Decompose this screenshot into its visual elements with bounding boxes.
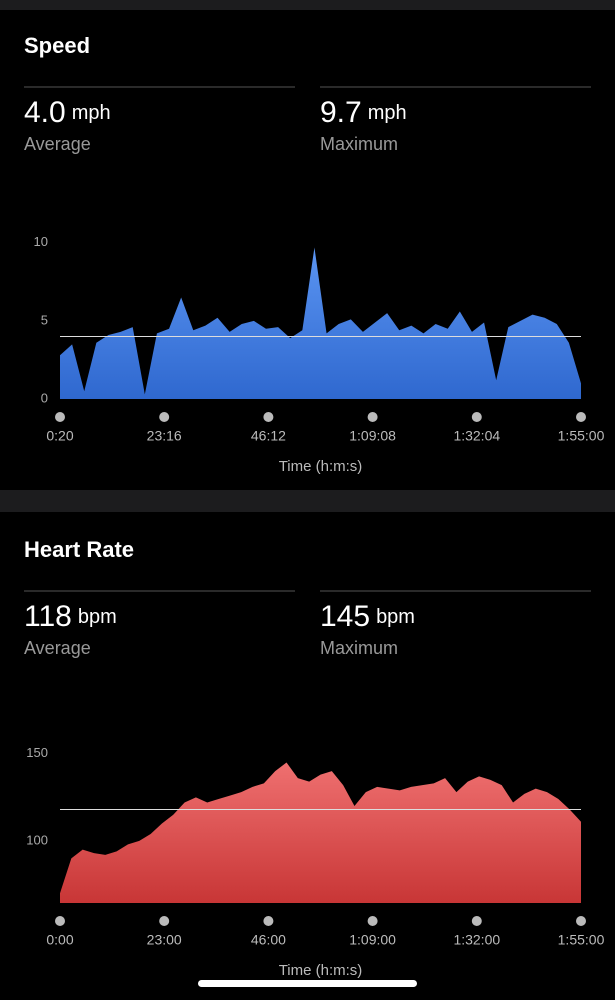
x-tick-dot: [471, 412, 482, 422]
y-tick-label: 10: [34, 234, 48, 249]
section-title: Heart Rate: [24, 537, 134, 562]
y-tick-label: 5: [41, 312, 48, 327]
x-tick-dot: [367, 412, 378, 422]
x-tick-label: 1:55:00: [558, 932, 605, 948]
x-tick-dot: [159, 412, 170, 422]
x-tick-dot: [576, 916, 586, 926]
x-tick-label: 1:09:00: [349, 932, 396, 948]
stat-value: 9.7: [320, 96, 362, 129]
separator: [0, 490, 615, 512]
stat-value: 145: [320, 600, 370, 633]
x-tick-label: 23:00: [147, 932, 182, 948]
x-tick-dot: [159, 916, 170, 926]
section-title: Speed: [24, 33, 90, 58]
x-tick-label: 1:32:00: [453, 932, 500, 948]
x-tick-label: 23:16: [147, 428, 182, 444]
x-tick-label: 1:09:08: [349, 428, 396, 444]
y-tick-label: 150: [26, 745, 48, 760]
x-tick-label: 0:20: [46, 428, 73, 444]
stat-label: Maximum: [320, 134, 398, 154]
y-tick-label: 0: [41, 390, 48, 405]
x-axis-title: Time (h:m:s): [279, 962, 363, 979]
stat-value: 4.0: [24, 96, 66, 129]
x-tick-label: 1:32:04: [453, 428, 500, 444]
stat: 4.0 mph: [24, 96, 111, 129]
stat: 145 bpm: [320, 600, 415, 633]
x-tick-dot: [576, 412, 586, 422]
stat-label: Average: [24, 134, 91, 154]
stat-value: 118: [24, 600, 72, 633]
x-tick-dot: [263, 916, 274, 926]
stat-label: Maximum: [320, 638, 398, 658]
x-tick-dot: [55, 916, 65, 926]
stat: 9.7 mph: [320, 96, 407, 129]
stat-unit: mph: [368, 102, 407, 124]
x-tick-dot: [263, 412, 274, 422]
x-tick-label: 0:00: [46, 932, 73, 948]
x-tick-label: 1:55:00: [558, 428, 605, 444]
stat-unit: bpm: [78, 606, 117, 628]
stat: 118 bpm: [24, 600, 117, 633]
stat-unit: bpm: [376, 606, 415, 628]
stat-label: Average: [24, 638, 91, 658]
x-axis-title: Time (h:m:s): [279, 458, 363, 475]
y-tick-label: 100: [26, 832, 48, 847]
home-indicator: [198, 980, 417, 987]
x-tick-dot: [471, 916, 482, 926]
area: [60, 762, 581, 903]
area: [60, 247, 581, 399]
top-strip: [0, 0, 615, 10]
x-tick-label: 46:12: [251, 428, 286, 444]
x-tick-dot: [367, 916, 378, 926]
x-tick-label: 46:00: [251, 932, 286, 948]
x-tick-dot: [55, 412, 65, 422]
stat-unit: mph: [72, 102, 111, 124]
